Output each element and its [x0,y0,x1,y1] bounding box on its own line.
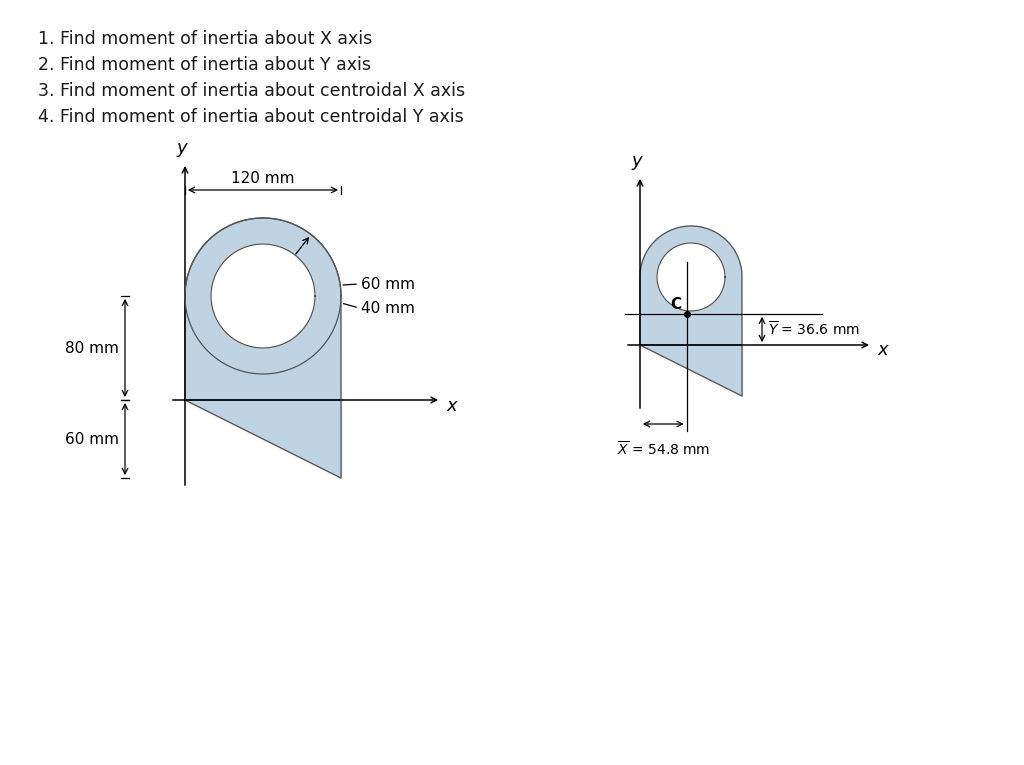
Text: 1. Find moment of inertia about X axis: 1. Find moment of inertia about X axis [38,30,373,48]
Text: C: C [671,297,682,312]
Polygon shape [640,345,742,396]
Text: 80 mm: 80 mm [66,340,119,356]
Text: 2. Find moment of inertia about Y axis: 2. Find moment of inertia about Y axis [38,56,371,74]
Text: 3. Find moment of inertia about centroidal X axis: 3. Find moment of inertia about centroid… [38,82,465,100]
Text: y: y [632,152,642,170]
Text: 60 mm: 60 mm [361,276,415,291]
Text: x: x [877,341,888,359]
Polygon shape [185,218,341,400]
Text: 40 mm: 40 mm [361,301,415,315]
Text: 120 mm: 120 mm [231,171,295,186]
Polygon shape [640,226,742,345]
Polygon shape [185,400,341,478]
Text: $\overline{X}$ = 54.8 mm: $\overline{X}$ = 54.8 mm [616,440,710,458]
Polygon shape [657,243,725,311]
Text: 60 mm: 60 mm [65,431,119,447]
Text: $\overline{Y}$ = 36.6 mm: $\overline{Y}$ = 36.6 mm [768,321,860,339]
Polygon shape [211,244,315,348]
Text: y: y [177,139,187,157]
Text: x: x [446,397,457,415]
Text: 4. Find moment of inertia about centroidal Y axis: 4. Find moment of inertia about centroid… [38,108,464,126]
